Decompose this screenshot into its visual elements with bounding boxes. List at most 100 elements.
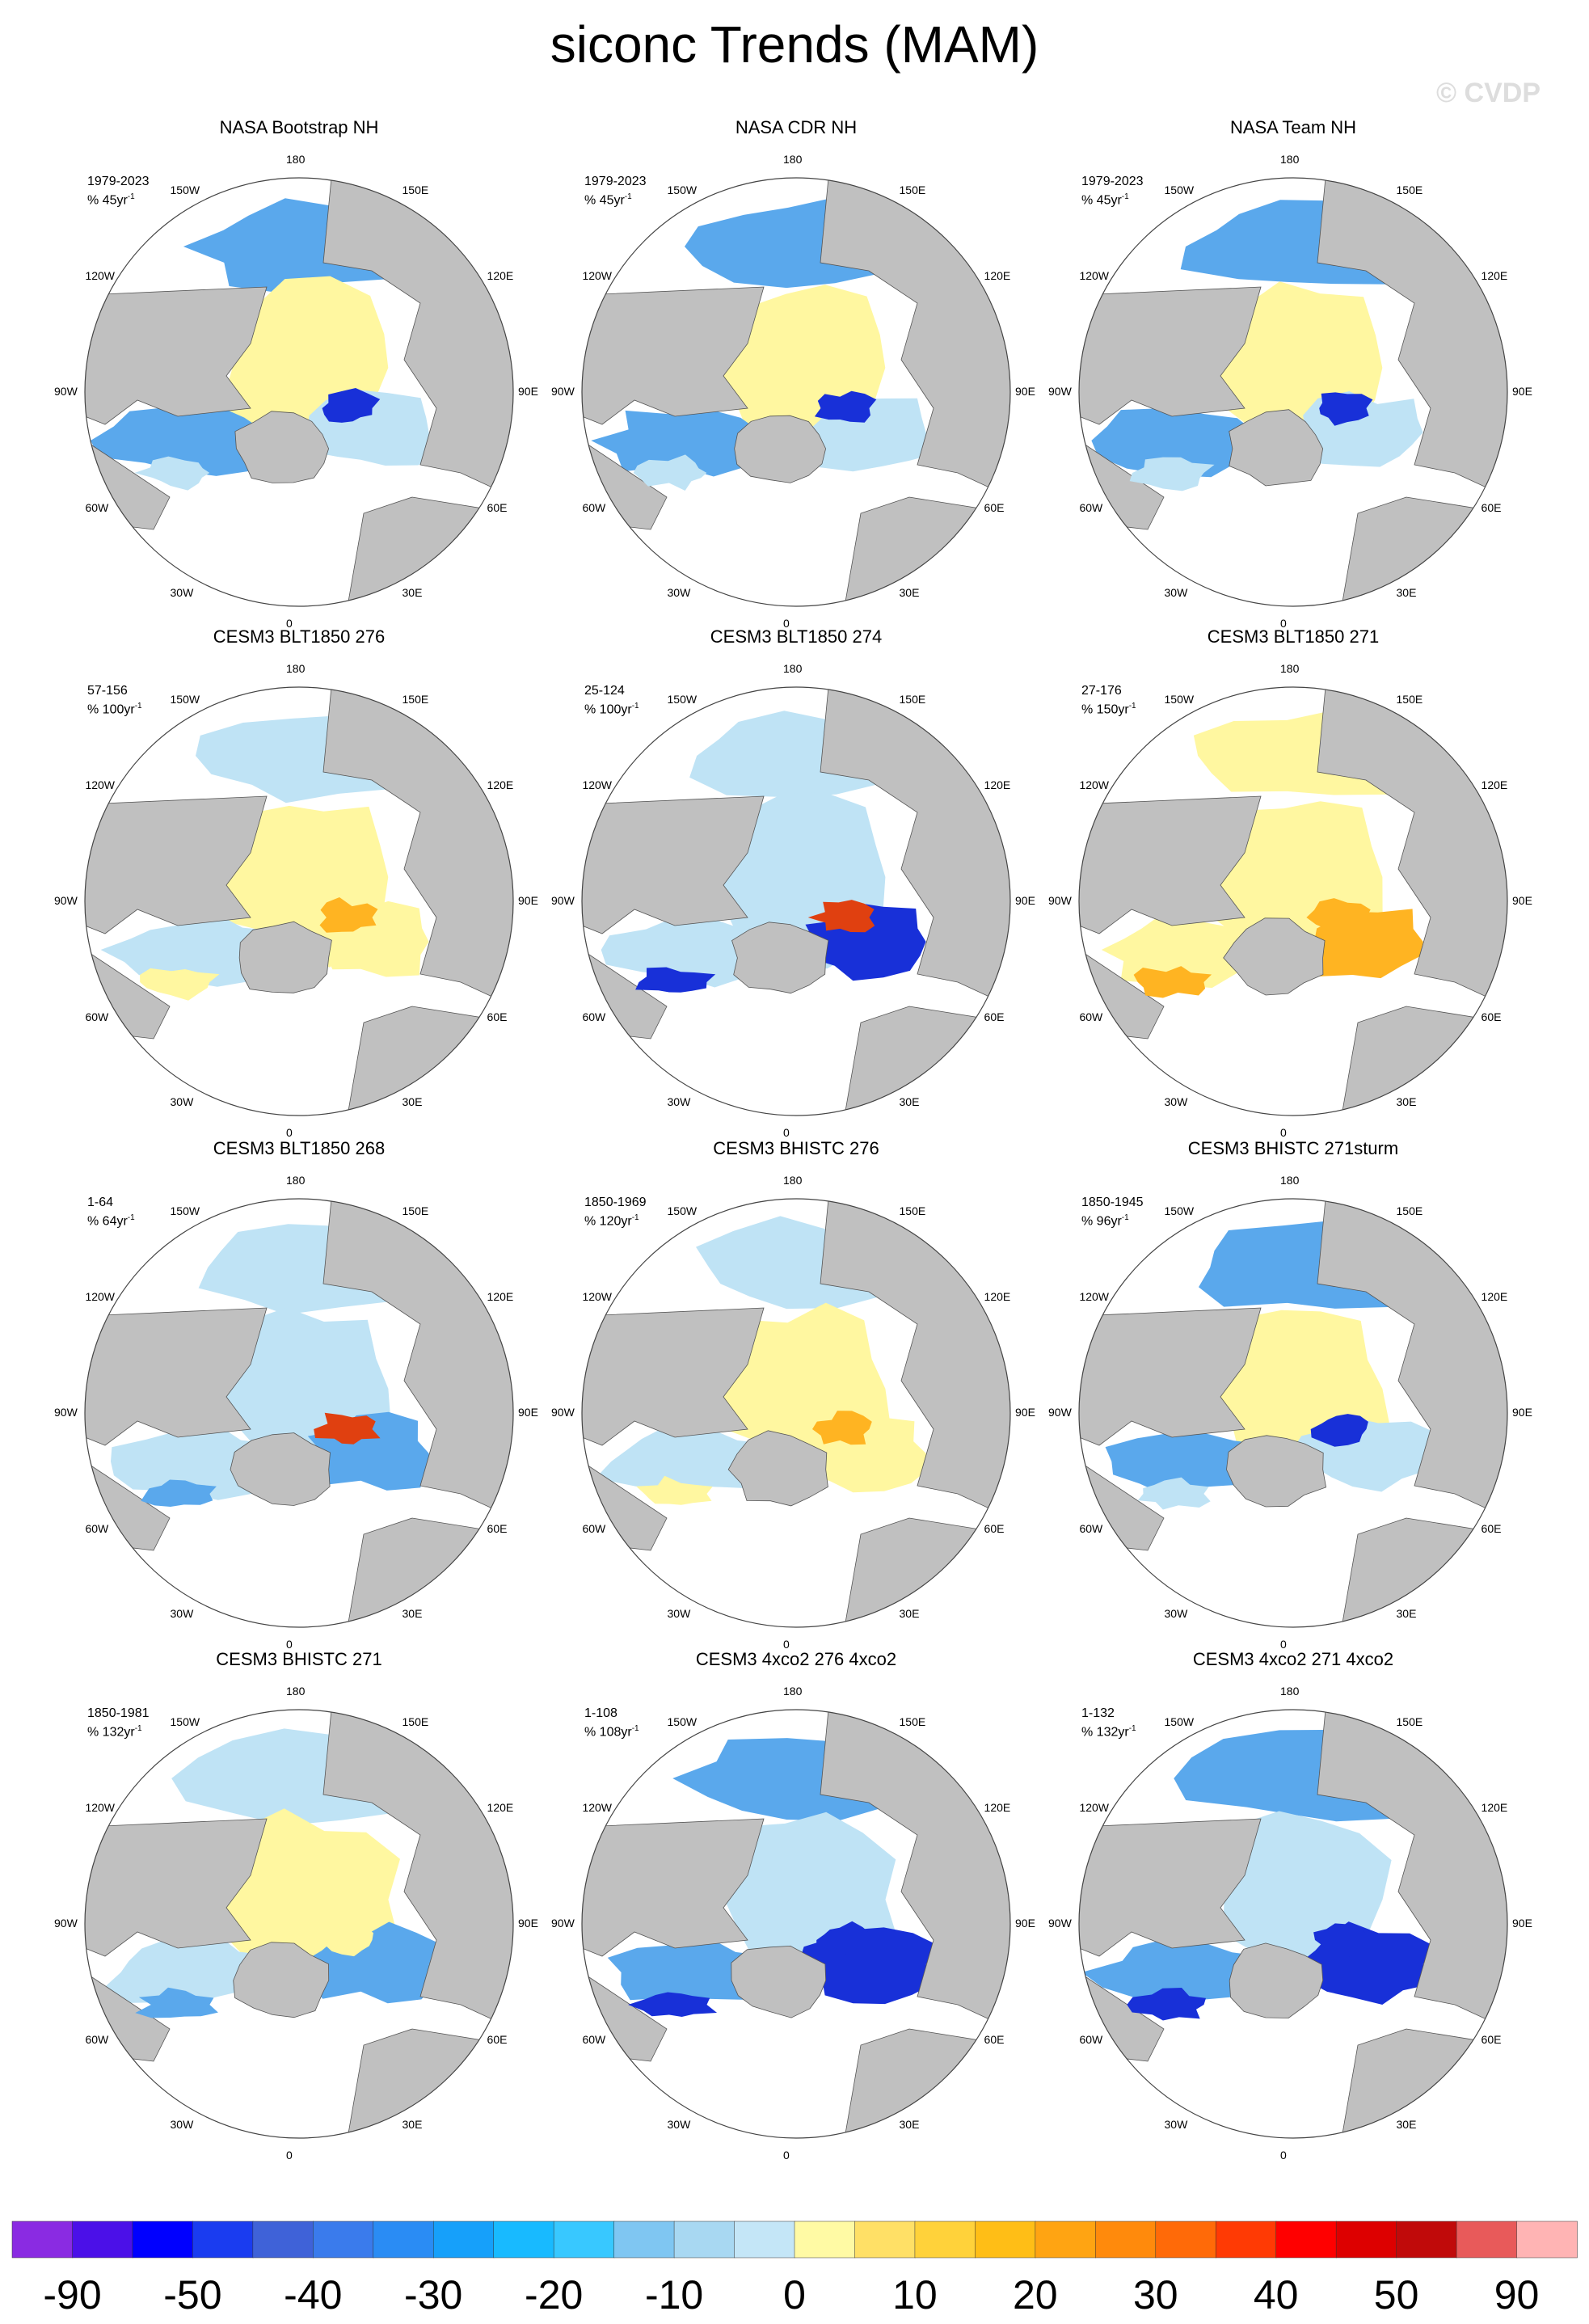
longitude-label: 30E — [899, 1606, 920, 1620]
map-panel: NASA Bootstrap NH 1979-2023 % 45yr-1 180 150… — [48, 117, 550, 630]
panel-units: % 100yr-1 — [87, 702, 142, 717]
panel-title: NASA Team NH — [1229, 117, 1357, 137]
longitude-label: 90E — [518, 1917, 538, 1930]
panel-period-info: 1-132 % 132yr-1 — [1081, 1706, 1136, 1740]
panel-period: 1979-2023 — [1081, 175, 1144, 188]
longitude-label: 150E — [899, 693, 926, 706]
colorbar-swatch — [313, 2221, 374, 2259]
colorbar-swatch — [192, 2221, 254, 2259]
panel-period-info: 25-124 % 100yr-1 — [584, 683, 639, 717]
longitude-label: 120E — [984, 1800, 1011, 1814]
longitude-label: 150W — [170, 1715, 200, 1729]
panel-units: % 108yr-1 — [584, 1724, 639, 1740]
longitude-label: 0 — [783, 2149, 790, 2162]
colorbar-swatch — [613, 2221, 675, 2259]
panel-period-info: 1979-2023 % 45yr-1 — [87, 174, 150, 208]
longitude-label: 180 — [1280, 662, 1300, 675]
colorbar-swatch — [1095, 2221, 1157, 2259]
map-content — [85, 1710, 513, 2138]
panel-title: NASA Bootstrap NH — [219, 117, 379, 137]
trend-hotspot-east — [812, 1411, 872, 1445]
longitude-label: 0 — [1280, 617, 1287, 630]
colorbar-swatch — [975, 2221, 1036, 2259]
longitude-label: 150E — [899, 1204, 926, 1218]
colorbar-swatch — [1155, 2221, 1216, 2259]
longitude-label: 30E — [899, 2117, 920, 2131]
land-greenland — [230, 1432, 331, 1506]
colorbar-swatch — [673, 2221, 735, 2259]
longitude-label: 120E — [984, 778, 1011, 791]
longitude-label: 60W — [1079, 1521, 1103, 1535]
panel-title: NASA CDR NH — [735, 117, 858, 137]
polar-map — [581, 177, 1011, 607]
colorbar-swatch — [252, 2221, 314, 2259]
longitude-label: 150E — [1396, 693, 1423, 706]
trend-hotspot-east — [1319, 392, 1373, 426]
map-boundary — [1078, 1709, 1508, 2139]
polar-map — [1078, 1198, 1508, 1628]
longitude-label: 0 — [1280, 2149, 1287, 2162]
land-north-america — [85, 1818, 268, 1957]
longitude-label: 120W — [85, 1289, 116, 1303]
longitude-label: 90E — [1512, 894, 1532, 907]
panel-period-info: 1979-2023 % 45yr-1 — [584, 174, 647, 208]
longitude-label: 30W — [667, 1095, 691, 1108]
panel-units: % 45yr-1 — [87, 192, 135, 208]
map-boundary — [581, 1709, 1011, 2139]
colorbar-swatch — [432, 2221, 495, 2259]
land-north-america — [1079, 1818, 1262, 1957]
colorbar-swatch — [734, 2221, 795, 2259]
panel-title: CESM3 BHISTC 271sturm — [1187, 1138, 1399, 1158]
longitude-label: 150W — [667, 1715, 698, 1729]
longitude-label: 120E — [487, 778, 514, 791]
map-content — [85, 687, 513, 1116]
land-greenland — [727, 1430, 828, 1507]
longitude-label: 150E — [899, 1715, 926, 1729]
longitude-label: 150W — [667, 183, 698, 197]
panel-units: % 45yr-1 — [1081, 192, 1129, 208]
polar-map — [581, 686, 1011, 1116]
panel-period: 1-132 — [1081, 1706, 1115, 1720]
colorbar-tick-label: 10 — [892, 2272, 938, 2318]
trend-hotspot-west — [134, 456, 210, 491]
map-content — [582, 687, 1010, 1116]
longitude-label: 90W — [551, 1917, 575, 1930]
trend-hotspot-west — [633, 454, 707, 491]
longitude-label: 90W — [551, 385, 575, 398]
longitude-label: 30W — [1164, 585, 1188, 599]
colorbar-tick-label: -40 — [284, 2272, 343, 2318]
map-boundary — [84, 177, 514, 607]
colorbar-tick-label: -20 — [525, 2272, 584, 2318]
longitude-label: 120E — [487, 1289, 514, 1303]
trend-hotspot-west — [1129, 457, 1215, 491]
longitude-label: 90W — [54, 385, 78, 398]
polar-map — [581, 1198, 1011, 1628]
map-boundary — [1078, 686, 1508, 1116]
map-panel: CESM3 BLT1850 268 1-64 % 64yr-1 180 150E 120E… — [48, 1138, 550, 1651]
map-panel: CESM3 BLT1850 271 27-176 % 150yr-1 180 150E 1… — [1043, 626, 1544, 1139]
panel-period: 1-108 — [584, 1706, 617, 1720]
longitude-label: 30E — [402, 1095, 423, 1108]
longitude-label: 90E — [1015, 1406, 1035, 1419]
panel-units-text: % 100yr — [584, 702, 632, 717]
land-north-america — [1079, 286, 1262, 425]
longitude-label: 180 — [1280, 1174, 1300, 1187]
longitude-label: 0 — [286, 2149, 293, 2162]
longitude-label: 90E — [518, 1406, 538, 1419]
longitude-label: 120W — [1079, 268, 1110, 282]
colorbar-swatch — [914, 2221, 976, 2259]
panel-title: CESM3 BLT1850 276 — [213, 626, 386, 647]
longitude-label: 30W — [170, 2117, 194, 2131]
longitude-label: 150W — [1164, 1715, 1195, 1729]
colorbar-swatch — [1396, 2221, 1457, 2259]
map-panel: CESM3 BHISTC 276 1850-1969 % 120yr-1 180 150… — [546, 1138, 1047, 1651]
longitude-label: 90W — [551, 1406, 575, 1419]
trend-hotspot-west — [1133, 966, 1212, 998]
trend-hotspot-west — [1137, 1477, 1211, 1510]
longitude-label: 180 — [286, 662, 306, 675]
panel-units: % 64yr-1 — [87, 1213, 135, 1229]
longitude-label: 150W — [667, 693, 698, 706]
longitude-label: 0 — [1280, 1638, 1287, 1651]
longitude-label: 60W — [1079, 1010, 1103, 1023]
polar-map — [581, 1709, 1011, 2139]
